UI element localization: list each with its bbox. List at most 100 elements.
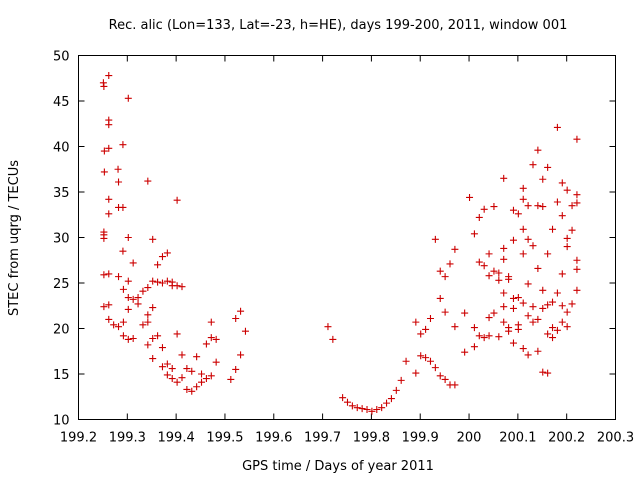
data-point bbox=[558, 318, 566, 326]
data-point bbox=[490, 267, 498, 275]
data-point bbox=[563, 323, 571, 331]
data-point bbox=[563, 243, 571, 251]
y-tick-label: 20 bbox=[53, 323, 70, 338]
data-point bbox=[495, 333, 503, 341]
data-point bbox=[573, 256, 581, 264]
data-point bbox=[426, 314, 434, 322]
data-point bbox=[158, 363, 166, 371]
data-point bbox=[514, 210, 522, 218]
data-point bbox=[178, 351, 186, 359]
data-point bbox=[163, 371, 171, 379]
data-point bbox=[534, 315, 542, 323]
data-point bbox=[436, 372, 444, 380]
data-point bbox=[549, 324, 557, 332]
data-point bbox=[426, 357, 434, 365]
x-tick-label: 199.3 bbox=[109, 431, 146, 446]
data-point bbox=[173, 330, 181, 338]
x-tick-label: 200 bbox=[457, 431, 482, 446]
data-point bbox=[119, 247, 127, 255]
data-point bbox=[119, 318, 127, 326]
data-point bbox=[466, 193, 474, 201]
data-point bbox=[149, 335, 157, 343]
data-point bbox=[241, 327, 249, 335]
data-point bbox=[475, 258, 483, 266]
data-point bbox=[358, 405, 366, 413]
data-point bbox=[198, 378, 206, 386]
data-point bbox=[134, 294, 142, 302]
data-point bbox=[524, 235, 532, 243]
data-point bbox=[553, 326, 561, 334]
data-point bbox=[441, 375, 449, 383]
data-point bbox=[154, 332, 162, 340]
data-point bbox=[144, 311, 152, 319]
data-point bbox=[202, 375, 210, 383]
y-tick-label: 45 bbox=[53, 95, 70, 110]
x-tick-label: 199.6 bbox=[255, 431, 292, 446]
data-point bbox=[324, 323, 332, 331]
data-point bbox=[480, 205, 488, 213]
data-point bbox=[441, 273, 449, 281]
data-point bbox=[158, 279, 166, 287]
y-tick-label: 50 bbox=[53, 50, 70, 65]
data-point bbox=[144, 318, 152, 326]
data-point bbox=[144, 284, 152, 292]
data-point bbox=[119, 332, 127, 340]
data-point bbox=[115, 178, 123, 186]
chart-title: Rec. alic (Lon=133, Lat=-23, h=HE), days… bbox=[109, 18, 568, 33]
data-point bbox=[544, 301, 552, 309]
x-tick-label: 199.2 bbox=[60, 431, 97, 446]
y-tick-label: 35 bbox=[53, 186, 70, 201]
data-point bbox=[183, 365, 191, 373]
data-point bbox=[163, 277, 171, 285]
data-point bbox=[114, 165, 122, 173]
data-point bbox=[168, 375, 176, 383]
data-point bbox=[480, 262, 488, 270]
data-point bbox=[558, 270, 566, 278]
data-point bbox=[519, 225, 527, 233]
data-point bbox=[475, 213, 483, 221]
data-point bbox=[417, 330, 425, 338]
data-point bbox=[237, 307, 245, 315]
data-point bbox=[500, 303, 508, 311]
data-point bbox=[373, 405, 381, 413]
axis-ticks: 199.2 199.3 199.4 199.5 199.6 199.7 199.8 199.9… bbox=[53, 50, 634, 446]
data-point bbox=[490, 309, 498, 317]
data-point bbox=[100, 168, 108, 176]
data-point bbox=[568, 300, 576, 308]
data-point bbox=[451, 245, 459, 253]
data-point bbox=[573, 135, 581, 143]
data-point bbox=[553, 198, 561, 206]
data-point bbox=[534, 146, 542, 154]
data-point bbox=[139, 287, 147, 295]
data-point bbox=[495, 269, 503, 277]
data-point bbox=[524, 280, 532, 288]
data-point bbox=[119, 203, 127, 211]
data-point bbox=[149, 235, 157, 243]
data-point bbox=[519, 345, 527, 353]
data-point bbox=[363, 405, 371, 413]
y-tick-label: 10 bbox=[53, 414, 70, 429]
data-point bbox=[100, 147, 108, 155]
data-point bbox=[105, 72, 113, 80]
data-point bbox=[422, 354, 430, 362]
data-point bbox=[188, 367, 196, 375]
data-point bbox=[514, 294, 522, 302]
data-point bbox=[163, 360, 171, 368]
data-point bbox=[529, 161, 537, 169]
data-point bbox=[534, 202, 542, 210]
data-point bbox=[461, 309, 469, 317]
data-point bbox=[485, 332, 493, 340]
data-point bbox=[207, 318, 215, 326]
data-point bbox=[412, 369, 420, 377]
data-point bbox=[100, 271, 108, 279]
x-tick-label: 199.8 bbox=[353, 431, 390, 446]
data-point bbox=[124, 305, 132, 313]
data-point bbox=[202, 340, 210, 348]
data-point bbox=[212, 358, 220, 366]
data-point bbox=[495, 276, 503, 284]
data-point bbox=[509, 294, 517, 302]
data-point bbox=[524, 202, 532, 210]
data-point bbox=[178, 283, 186, 291]
data-point bbox=[378, 404, 386, 412]
